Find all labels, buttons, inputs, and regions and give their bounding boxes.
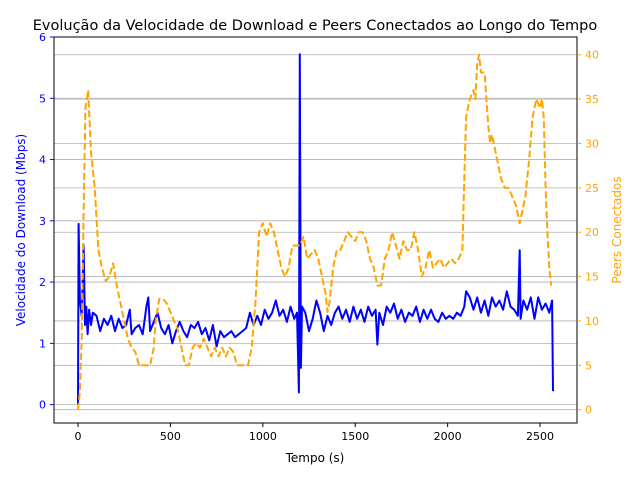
y-left-tick-label-1: 1 xyxy=(39,337,46,350)
y-right-tick-label-35: 35 xyxy=(585,93,599,106)
y-right-tick-label-0: 0 xyxy=(585,404,592,417)
y-right-tick-label-20: 20 xyxy=(585,226,599,239)
y-right-tick-label-5: 5 xyxy=(585,359,592,372)
x-tick-label-0: 0 xyxy=(75,430,82,443)
y-left-tick-label-5: 5 xyxy=(39,92,46,105)
x-tick-label-2500: 2500 xyxy=(526,430,554,443)
y-right-tick-label-10: 10 xyxy=(585,315,599,328)
x-tick-label-1000: 1000 xyxy=(249,430,277,443)
y-axis-left: 0 1 2 3 4 5 6 xyxy=(39,31,54,412)
y-left-tick-label-6: 6 xyxy=(39,31,46,44)
gridlines xyxy=(54,36,577,411)
y-axis-right-label: Peers Conectados xyxy=(610,176,624,283)
y-left-tick-label-3: 3 xyxy=(39,215,46,228)
y-left-tick-label-4: 4 xyxy=(39,154,46,167)
x-axis-label: Tempo (s) xyxy=(285,451,345,465)
series-peers-line xyxy=(77,53,553,410)
y-right-tick-label-15: 15 xyxy=(585,271,599,284)
x-tick-label-1500: 1500 xyxy=(341,430,369,443)
plot-frame xyxy=(53,36,578,424)
y-right-tick-label-30: 30 xyxy=(585,137,599,150)
y-left-tick-label-2: 2 xyxy=(39,276,46,289)
y-axis-right: 0 5 10 15 20 25 30 35 40 xyxy=(577,49,599,417)
chart-title: Evolução da Velocidade de Download e Pee… xyxy=(33,18,598,34)
series-layer xyxy=(77,53,554,410)
x-tick-label-2000: 2000 xyxy=(434,430,462,443)
x-axis: 0 500 1000 1500 2000 2500 xyxy=(75,423,554,443)
x-tick-label-500: 500 xyxy=(160,430,181,443)
y-right-tick-label-40: 40 xyxy=(585,49,599,62)
y-axis-left-label: Velocidade do Download (Mbps) xyxy=(14,134,28,327)
series-download-speed-line xyxy=(77,53,554,405)
y-right-tick-label-25: 25 xyxy=(585,182,599,195)
y-left-tick-label-0: 0 xyxy=(39,399,46,412)
